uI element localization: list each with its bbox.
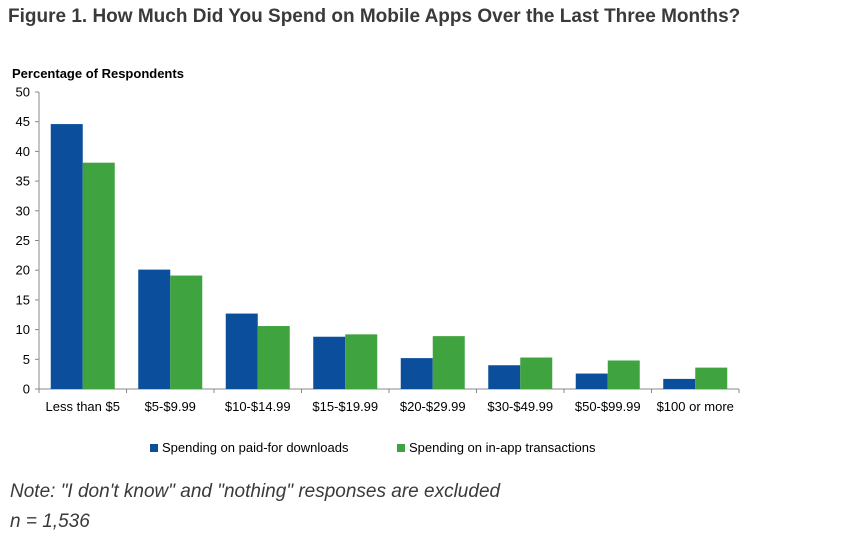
- legend-item-in-app: Spending on in-app transactions: [397, 440, 595, 455]
- y-tick-label: 5: [23, 352, 30, 367]
- x-axis: Less than $5 $5-$9.99 $10-$14.99 $15-$19.99…: [38, 388, 740, 414]
- x-tick-label: $100 or more: [657, 399, 734, 414]
- x-tick-label: $20-$29.99: [400, 399, 466, 414]
- bar-paid-downloads: [400, 358, 433, 389]
- bar-paid-downloads: [50, 124, 83, 390]
- bar-paid-downloads: [138, 269, 171, 389]
- x-tick-label: $15-$19.99: [312, 399, 378, 414]
- legend-swatch-in-app: [397, 443, 405, 452]
- bar-paid-downloads: [575, 373, 608, 389]
- legend-label-in-app: Spending on in-app transactions: [409, 440, 596, 455]
- bar-in-app-transactions: [432, 336, 465, 389]
- bar-paid-downloads: [488, 365, 521, 389]
- x-tick-label: $10-$14.99: [225, 399, 291, 414]
- bar-in-app-transactions: [607, 360, 640, 389]
- bar-paid-downloads: [225, 313, 258, 389]
- bar-in-app-transactions: [82, 162, 115, 389]
- y-tick-label: 40: [16, 144, 30, 159]
- y-tick-label: 30: [16, 203, 30, 218]
- y-tick-label: 35: [16, 174, 30, 189]
- legend-item-paid-downloads: Spending on paid-for downloads: [150, 440, 348, 455]
- y-tick-label: 15: [16, 292, 30, 307]
- bar-in-app-transactions: [520, 357, 553, 389]
- bars: [50, 124, 728, 390]
- y-tick-label: 50: [16, 85, 30, 100]
- chart-title: Figure 1. How Much Did You Spend on Mobi…: [8, 6, 741, 27]
- y-tick-label: 10: [16, 322, 30, 337]
- x-tick-label: $30-$49.99: [487, 399, 553, 414]
- y-ticks: 0 5 10 15 20 25 30 35 40 45 50: [16, 85, 39, 397]
- legend-swatch-paid-downloads: [150, 443, 158, 452]
- y-axis: 0 5 10 15 20 25 30 35 40 45 50: [16, 85, 40, 397]
- bar-in-app-transactions: [345, 334, 378, 389]
- legend-label-paid-downloads: Spending on paid-for downloads: [162, 440, 349, 455]
- bar-in-app-transactions: [257, 326, 290, 389]
- y-tick-label: 45: [16, 114, 30, 129]
- y-tick-label: 0: [23, 382, 30, 397]
- x-tick-label: $5-$9.99: [145, 399, 196, 414]
- x-ticks: Less than $5 $5-$9.99 $10-$14.99 $15-$19.99…: [38, 389, 740, 414]
- footnote: Note: "I don't know" and "nothing" respo…: [10, 481, 501, 502]
- y-axis-label: Percentage of Respondents: [12, 66, 184, 81]
- y-tick-label: 20: [16, 263, 30, 278]
- bar-in-app-transactions: [695, 367, 728, 389]
- x-tick-label: $50-$99.99: [575, 399, 641, 414]
- sample-size: n = 1,536: [10, 511, 90, 532]
- x-tick-label: Less than $5: [46, 399, 120, 414]
- y-tick-label: 25: [16, 233, 30, 248]
- bar-in-app-transactions: [170, 275, 203, 389]
- bar-paid-downloads: [663, 378, 696, 389]
- bar-paid-downloads: [313, 336, 346, 389]
